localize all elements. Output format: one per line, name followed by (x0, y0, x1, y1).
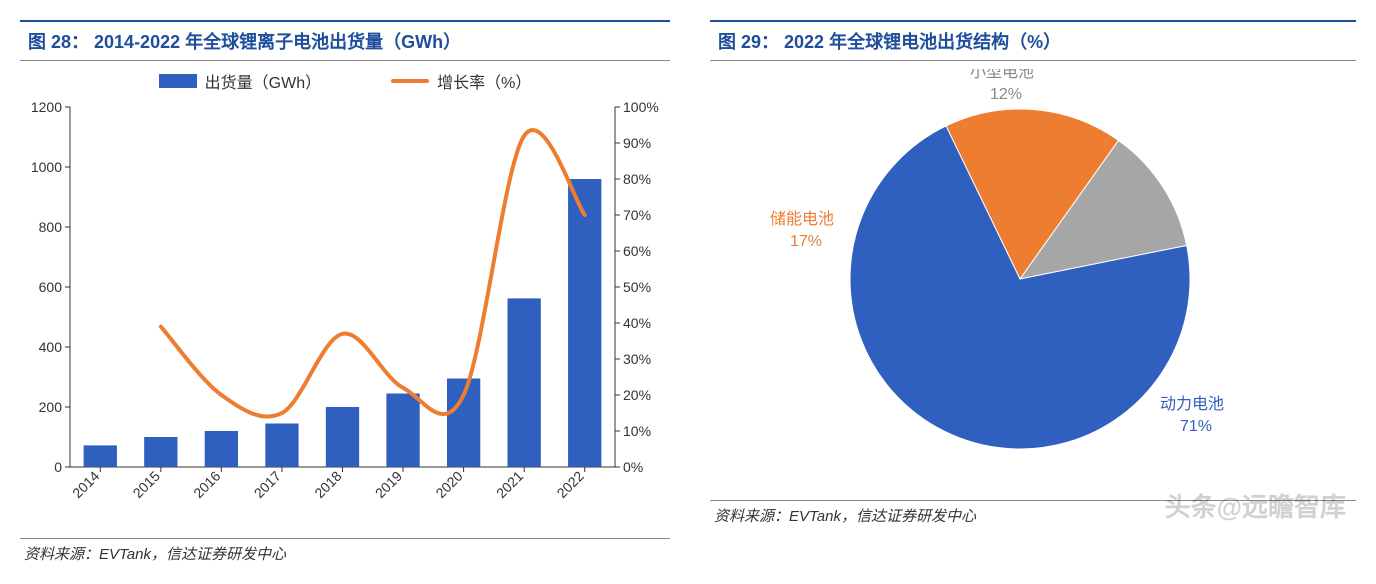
svg-text:2020: 2020 (432, 468, 465, 501)
legend-bar: 出货量（GWh） (159, 69, 321, 93)
svg-text:1200: 1200 (31, 99, 62, 115)
svg-text:2017: 2017 (251, 468, 284, 501)
svg-text:1000: 1000 (31, 159, 62, 175)
svg-text:2021: 2021 (493, 468, 526, 501)
svg-text:2015: 2015 (130, 468, 163, 501)
svg-text:动力电池: 动力电池 (1160, 395, 1224, 413)
right-panel: 图 29： 2022 年全球锂电池出货结构（%） 储能电池 17% 小型电池 12% 动… (710, 20, 1356, 564)
svg-text:200: 200 (39, 399, 63, 415)
svg-text:0: 0 (54, 459, 62, 475)
legend-line-swatch (391, 79, 429, 83)
svg-text:71%: 71% (1180, 418, 1212, 435)
svg-text:10%: 10% (623, 423, 651, 439)
pie-chart: 储能电池 17% 小型电池 12% 动力电池 71% (710, 69, 1330, 489)
svg-text:小型电池: 小型电池 (970, 69, 1034, 81)
right-title: 图 29： 2022 年全球锂电池出货结构（%） (710, 20, 1356, 61)
legend-bar-swatch (159, 74, 197, 88)
svg-text:储能电池: 储能电池 (770, 210, 834, 228)
svg-text:17%: 17% (790, 233, 822, 250)
svg-text:40%: 40% (623, 315, 651, 331)
left-title: 图 28： 2014-2022 年全球锂离子电池出货量（GWh） (20, 20, 670, 61)
svg-text:60%: 60% (623, 243, 651, 259)
svg-text:2016: 2016 (190, 468, 223, 501)
left-source: 资料来源：EVTank，信达证券研发中心 (20, 538, 670, 564)
left-legend: 出货量（GWh） 增长率（%） (20, 69, 670, 93)
svg-text:2014: 2014 (69, 468, 102, 501)
svg-text:2018: 2018 (311, 468, 344, 501)
svg-text:600: 600 (39, 279, 63, 295)
bar-line-chart: 0 200 400 600 800 1000 1200 0% 10% 20% 30% 40% 50% 60… (20, 97, 670, 527)
svg-text:800: 800 (39, 219, 63, 235)
svg-text:20%: 20% (623, 387, 651, 403)
legend-line-label: 增长率（%） (437, 69, 531, 93)
svg-text:100%: 100% (623, 99, 659, 115)
svg-text:2019: 2019 (372, 468, 405, 501)
svg-text:70%: 70% (623, 207, 651, 223)
left-panel: 图 28： 2014-2022 年全球锂离子电池出货量（GWh） 出货量（GWh… (20, 20, 670, 564)
right-source: 资料来源：EVTank，信达证券研发中心 (710, 500, 1356, 526)
svg-text:12%: 12% (990, 86, 1022, 103)
svg-text:30%: 30% (623, 351, 651, 367)
svg-text:90%: 90% (623, 135, 651, 151)
svg-text:0%: 0% (623, 459, 643, 475)
svg-text:80%: 80% (623, 171, 651, 187)
svg-text:400: 400 (39, 339, 63, 355)
svg-text:50%: 50% (623, 279, 651, 295)
svg-text:2022: 2022 (553, 468, 586, 501)
legend-bar-label: 出货量（GWh） (205, 69, 321, 93)
legend-line: 增长率（%） (391, 69, 531, 93)
